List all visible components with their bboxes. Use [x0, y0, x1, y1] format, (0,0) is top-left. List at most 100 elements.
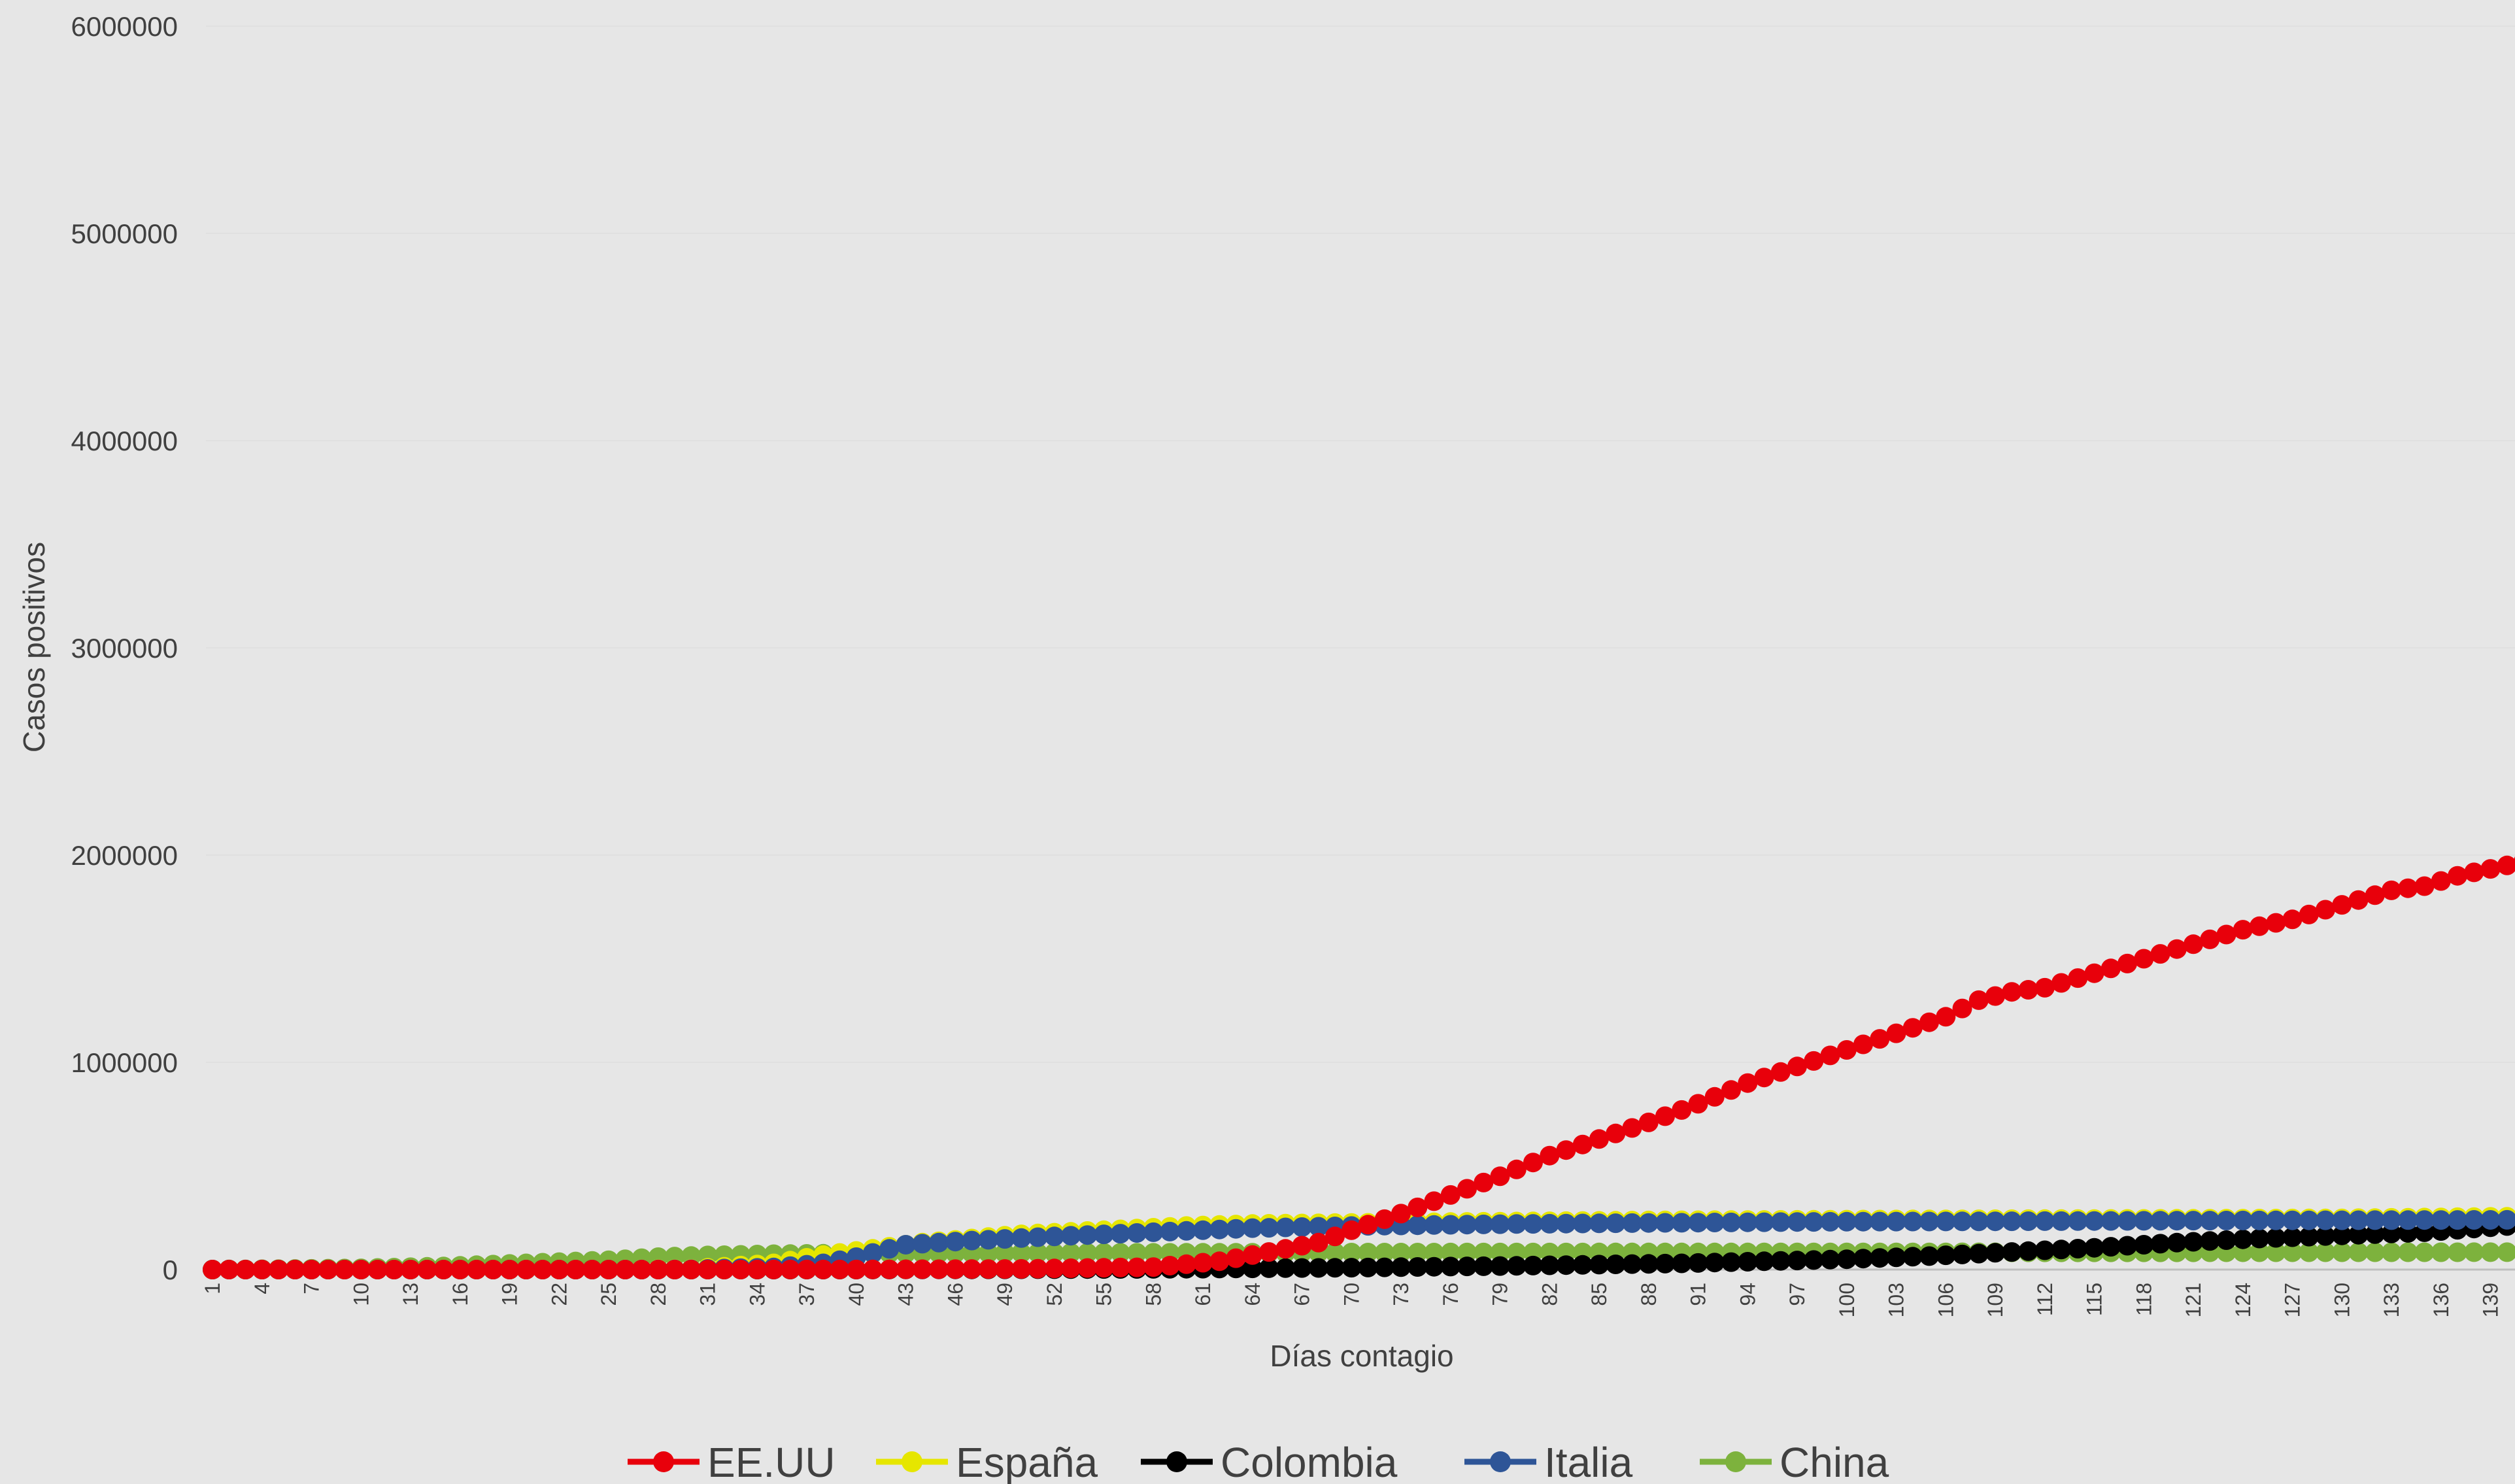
- data-point: [1836, 1249, 1857, 1270]
- data-point: [1408, 1257, 1428, 1277]
- data-point: [2250, 1228, 2269, 1249]
- data-point: [1870, 1211, 1890, 1232]
- data-point: [1325, 1243, 1345, 1262]
- x-tick-label: 64: [1241, 1283, 1264, 1306]
- data-point: [1077, 1243, 1098, 1263]
- data-point: [2448, 866, 2467, 886]
- data-point: [351, 1260, 371, 1279]
- x-tick-label: 88: [1637, 1283, 1661, 1306]
- legend-marker: [1725, 1451, 1746, 1472]
- data-point: [2216, 1230, 2236, 1250]
- data-point: [1110, 1243, 1130, 1263]
- x-tick-label: 58: [1141, 1283, 1165, 1306]
- data-point: [1424, 1243, 1444, 1262]
- x-tick-label: 52: [1043, 1283, 1066, 1306]
- data-point: [978, 1259, 998, 1279]
- y-tick-label: 2000000: [71, 840, 178, 871]
- data-point: [2250, 1242, 2269, 1262]
- data-point: [2431, 871, 2451, 891]
- data-point: [1143, 1222, 1164, 1242]
- data-point: [1028, 1258, 1048, 1279]
- data-point: [1952, 1244, 1972, 1264]
- data-point: [1474, 1256, 1494, 1276]
- series-line: [212, 860, 2515, 1273]
- data-point: [2464, 1242, 2484, 1262]
- data-point: [1408, 1215, 1428, 1236]
- data-point: [2431, 1210, 2451, 1230]
- data-point: [1506, 1256, 1527, 1276]
- data-point: [1836, 1211, 1857, 1232]
- x-tick-label: 55: [1092, 1283, 1116, 1306]
- data-point: [1886, 1211, 1906, 1232]
- data-point: [2200, 1231, 2220, 1251]
- data-point: [1754, 1251, 1774, 1272]
- data-point: [912, 1234, 932, 1254]
- data-point: [1275, 1217, 1296, 1238]
- data-point: [1209, 1219, 1230, 1239]
- data-point: [747, 1259, 768, 1279]
- x-tick-label: 25: [597, 1283, 620, 1306]
- data-point: [2497, 855, 2515, 875]
- data-point: [1556, 1213, 1576, 1234]
- data-point: [599, 1260, 618, 1279]
- data-point: [2184, 1211, 2203, 1231]
- data-point: [945, 1259, 966, 1279]
- x-tick-label: 73: [1389, 1283, 1413, 1306]
- data-point: [1738, 1252, 1758, 1272]
- data-point: [2414, 1210, 2435, 1230]
- x-tick-label: 121: [2182, 1283, 2205, 1317]
- data-point: [1457, 1179, 1477, 1199]
- data-point: [2118, 1211, 2137, 1231]
- data-point: [1358, 1257, 1378, 1277]
- data-point: [813, 1259, 834, 1279]
- data-point: [384, 1260, 404, 1279]
- data-point: [1936, 1245, 1956, 1266]
- x-tick-label: 139: [2479, 1283, 2503, 1317]
- data-point: [1044, 1226, 1064, 1247]
- data-point: [1044, 1258, 1064, 1279]
- data-point: [565, 1260, 586, 1279]
- data-point: [1061, 1226, 1081, 1246]
- data-point: [1968, 1243, 1989, 1264]
- data-point: [1870, 1248, 1890, 1268]
- x-tick-label: 70: [1340, 1283, 1363, 1306]
- data-point: [1572, 1255, 1593, 1275]
- x-tick-label: 13: [399, 1283, 422, 1306]
- data-point: [2497, 1209, 2515, 1230]
- data-point: [219, 1260, 239, 1279]
- data-point: [1308, 1217, 1328, 1237]
- data-point: [764, 1259, 784, 1279]
- data-point: [2480, 1210, 2501, 1230]
- data-point: [1704, 1087, 1725, 1107]
- data-point: [2448, 1242, 2467, 1262]
- data-point: [2282, 1210, 2303, 1230]
- data-point: [1968, 1211, 1989, 1232]
- data-point: [1985, 1211, 2005, 1232]
- data-point: [1721, 1252, 1741, 1272]
- x-tick-label: 94: [1736, 1283, 1759, 1306]
- data-point: [1308, 1232, 1328, 1253]
- data-point: [2101, 1237, 2121, 1257]
- data-point: [879, 1239, 900, 1259]
- legend-label: España: [956, 1439, 1098, 1484]
- data-point: [2034, 1240, 2055, 1260]
- data-point: [2348, 1224, 2369, 1245]
- data-point: [2068, 968, 2088, 988]
- data-point: [1606, 1213, 1626, 1234]
- data-point: [318, 1260, 338, 1279]
- data-point: [1094, 1224, 1114, 1245]
- data-point: [1292, 1258, 1312, 1278]
- data-point: [2332, 1242, 2352, 1262]
- data-point: [1853, 1249, 1873, 1269]
- data-point: [1556, 1140, 1576, 1160]
- data-point: [2316, 1210, 2335, 1230]
- data-point: [1391, 1243, 1411, 1262]
- data-point: [2084, 963, 2104, 983]
- data-point: [1110, 1257, 1130, 1277]
- data-point: [417, 1260, 437, 1279]
- x-tick-label: 4: [250, 1283, 274, 1294]
- x-tick-label: 46: [943, 1283, 967, 1306]
- data-point: [1770, 1212, 1791, 1232]
- x-tick-label: 115: [2083, 1283, 2106, 1316]
